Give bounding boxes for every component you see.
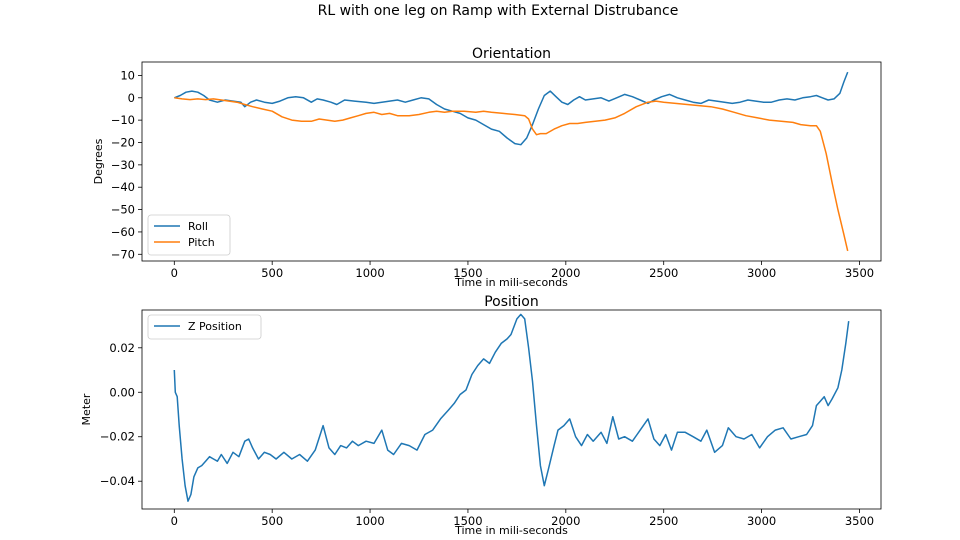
orientation-xtick-label: 3000 [747, 266, 776, 280]
position-ytick-label: 0.00 [109, 385, 135, 399]
orientation-legend-box [147, 214, 231, 256]
orientation-title: Orientation [472, 46, 551, 62]
orientation-ytick-label: 10 [120, 68, 135, 82]
position-xtick-label: 0 [171, 514, 178, 528]
orientation-xlabel: Time in mili-seconds [454, 276, 568, 289]
orientation-axes-frame [141, 61, 882, 262]
position-xtick-label: 3500 [845, 514, 874, 528]
position-xtick-label: 3000 [747, 514, 776, 528]
orientation-xtick-label: 2500 [649, 266, 678, 280]
position-axes: Position 0 500 1000 1500 2000 2500 3000 3500 0.02… [80, 294, 882, 537]
orientation-ytick-label: −70 [111, 247, 135, 261]
orientation-legend-label: Roll [188, 220, 208, 233]
orientation-series-roll-line [174, 71, 849, 146]
orientation-ytick-label: −20 [111, 135, 135, 149]
position-legend-box [147, 314, 262, 340]
orientation-series-pitch-line [174, 97, 849, 252]
orientation-legend: Roll Pitch [147, 214, 231, 256]
orientation-ylabel: Degrees [92, 138, 105, 184]
orientation-xtick-label: 3500 [845, 266, 874, 280]
orientation-ytick-label: −60 [111, 225, 135, 239]
position-series-z-position-line [173, 313, 850, 502]
orientation-legend-label: Pitch [188, 236, 215, 249]
position-ytick-label: −0.02 [100, 430, 135, 444]
position-legend-label: Z Position [188, 320, 242, 333]
orientation-ytick-label: −40 [111, 180, 135, 194]
position-xtick-label: 500 [261, 514, 283, 528]
position-xtick-label: 1500 [453, 514, 482, 528]
orientation-xtick-label: 500 [261, 266, 283, 280]
position-ytick-label: 0.02 [109, 341, 135, 355]
position-xlabel: Time in mili-seconds [454, 524, 568, 537]
position-ylabel: Meter [80, 393, 93, 425]
position-ytick-label: −0.04 [100, 474, 135, 488]
orientation-ytick-label: −50 [111, 203, 135, 217]
orientation-xtick-label: 1000 [355, 266, 384, 280]
position-xtick-label: 2000 [551, 514, 580, 528]
orientation-ytick-label: 0 [128, 91, 135, 105]
orientation-axes: Orientation 0 500 1000 1500 2000 2500 3000 3500 1… [92, 46, 882, 289]
position-title: Position [484, 294, 539, 310]
position-axes-frame [141, 309, 882, 510]
position-xtick-label: 2500 [649, 514, 678, 528]
orientation-ytick-label: −10 [111, 113, 135, 127]
orientation-ytick-label: −30 [111, 158, 135, 172]
orientation-xtick-label: 1500 [453, 266, 482, 280]
orientation-xtick-label: 0 [171, 266, 178, 280]
position-xtick-label: 1000 [355, 514, 384, 528]
orientation-xtick-label: 2000 [551, 266, 580, 280]
position-legend: Z Position [147, 314, 262, 340]
figure-suptitle: RL with one leg on Ramp with External Di… [318, 3, 679, 19]
